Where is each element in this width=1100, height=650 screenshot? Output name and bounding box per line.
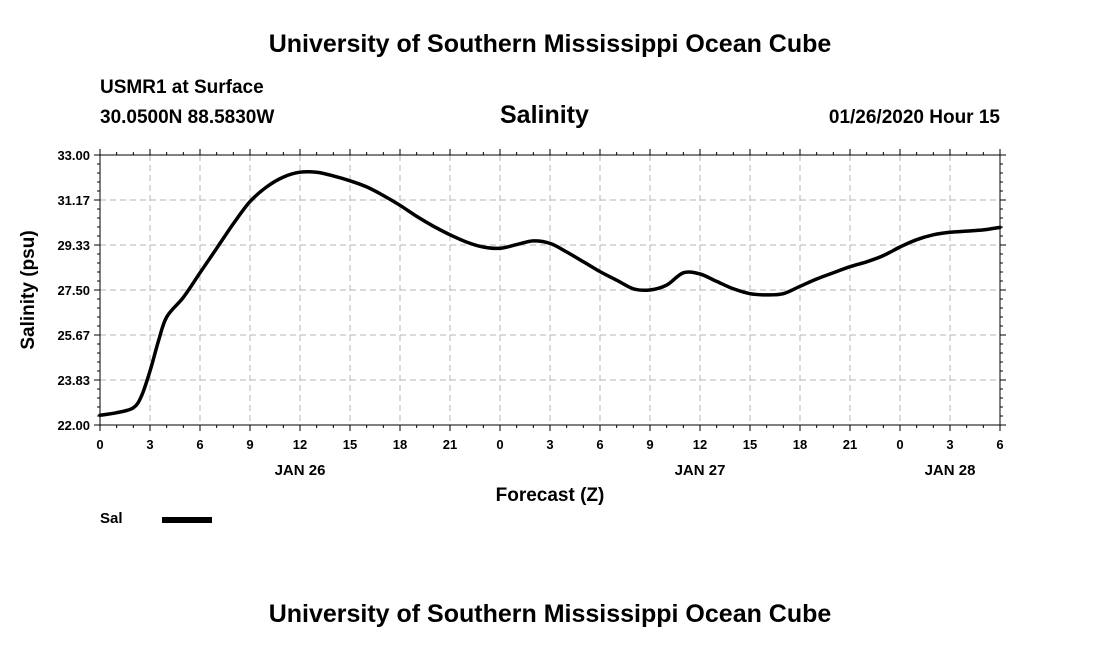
legend-swatch-sal bbox=[162, 517, 212, 523]
date-label: JAN 27 bbox=[675, 462, 726, 479]
y-tick-label: 31.17 bbox=[57, 193, 90, 208]
x-tick-label: 15 bbox=[743, 437, 757, 452]
x-tick-label: 0 bbox=[496, 437, 503, 452]
forecast-datetime: 01/26/2020 Hour 15 bbox=[828, 107, 1000, 128]
x-tick-label: 21 bbox=[843, 437, 857, 452]
x-tick-label: 12 bbox=[293, 437, 307, 452]
x-tick-label: 18 bbox=[793, 437, 807, 452]
x-tick-label: 9 bbox=[246, 437, 253, 452]
series-line-sal bbox=[98, 169, 1002, 417]
axis-labels: 22.00 23.83 25.67 27.50 29.33 31.17 33.00 0 3 6 9 1… bbox=[57, 148, 1003, 479]
x-tick-label: 3 bbox=[146, 437, 153, 452]
coordinates-label: 30.0500N 88.5830W bbox=[100, 107, 275, 128]
x-tick-label: 12 bbox=[693, 437, 707, 452]
grid bbox=[100, 155, 1000, 425]
x-tick-label: 3 bbox=[546, 437, 553, 452]
y-axis-label: Salinity (psu) bbox=[18, 230, 39, 349]
series-layer bbox=[98, 169, 1002, 417]
x-tick-label: 0 bbox=[96, 437, 103, 452]
y-tick-label: 27.50 bbox=[57, 283, 90, 298]
x-tick-label: 6 bbox=[196, 437, 203, 452]
y-tick-label: 23.83 bbox=[57, 373, 90, 388]
y-tick-label: 25.67 bbox=[57, 328, 90, 343]
x-tick-label: 15 bbox=[343, 437, 357, 452]
y-tick-label: 33.00 bbox=[57, 148, 90, 163]
date-label: JAN 26 bbox=[275, 462, 326, 479]
x-tick-label: 3 bbox=[946, 437, 953, 452]
x-tick-label: 9 bbox=[646, 437, 653, 452]
chart-title: Salinity bbox=[500, 101, 589, 129]
y-tick-label: 22.00 bbox=[57, 418, 90, 433]
footer-title: University of Southern Mississippi Ocean… bbox=[268, 600, 832, 628]
date-label: JAN 28 bbox=[925, 462, 976, 479]
station-label: USMR1 at Surface bbox=[100, 77, 264, 98]
y-tick-label: 29.33 bbox=[57, 238, 90, 253]
page-title: University of Southern Mississippi Ocean… bbox=[268, 30, 832, 58]
plot-frame bbox=[99, 154, 1001, 426]
x-tick-label: 21 bbox=[443, 437, 457, 452]
legend-label-sal: Sal bbox=[100, 510, 123, 527]
x-tick-label: 6 bbox=[996, 437, 1003, 452]
x-tick-label: 18 bbox=[393, 437, 407, 452]
x-tick-label: 6 bbox=[596, 437, 603, 452]
x-tick-label: 0 bbox=[896, 437, 903, 452]
x-axis-label: Forecast (Z) bbox=[496, 485, 605, 506]
